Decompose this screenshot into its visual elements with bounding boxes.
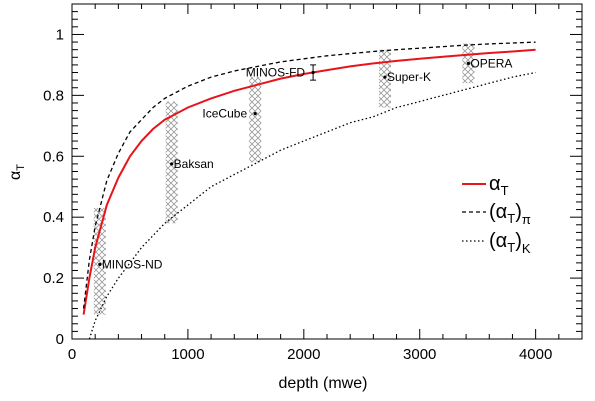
y-axis-label-main: α: [7, 171, 24, 180]
y-axis-label: αT: [7, 164, 27, 180]
y-tick-label: 1: [56, 26, 64, 43]
point-1: [170, 162, 174, 166]
y-tick-label: 0.8: [43, 87, 64, 104]
x-tick-label: 0: [68, 346, 76, 363]
x-tick-label: 2000: [287, 346, 320, 363]
band-2: [249, 77, 262, 163]
legend-label-0: αT: [489, 173, 509, 198]
tick-label-group: 0 1000 2000 3000 4000 0 0.2 0.4 0.6 0.8 1: [43, 26, 552, 363]
y-axis-label-sub: T: [15, 164, 27, 171]
series-line-0: [82, 48, 536, 315]
point-4: [383, 75, 387, 79]
series-line-2: [88, 71, 536, 340]
x-tick-label: 3000: [403, 346, 436, 363]
point-group: MINOS-ND Baksan IceCube MINOS-FD Super-K OPER…: [98, 56, 512, 271]
point-label-3: MINOS-FD: [246, 66, 306, 80]
y-tick-label: 0.2: [43, 270, 64, 287]
x-tick-label: 1000: [171, 346, 204, 363]
point-5: [466, 61, 471, 65]
y-tick-label: 0.6: [43, 148, 64, 165]
point-2: [253, 112, 257, 116]
x-tick-label: 4000: [519, 346, 552, 363]
series-line-1: [82, 41, 536, 309]
point-label-1: Baksan: [174, 157, 214, 171]
band-0: [93, 208, 106, 315]
point-label-2: IceCube: [202, 107, 247, 121]
plot-frame: [71, 3, 583, 340]
curve-group: [82, 41, 536, 340]
point-label-5: OPERA: [470, 56, 512, 70]
legend-label-2: (αT)K: [489, 230, 531, 256]
y-tick-label: 0.4: [43, 209, 64, 226]
tick-group: [71, 3, 583, 340]
point-label-4: Super-K: [387, 70, 431, 84]
band-group: [93, 43, 475, 315]
y-tick-label: 0: [56, 331, 64, 348]
point-label-0: MINOS-ND: [102, 257, 163, 271]
legend: αT (αT)π (αT)K: [462, 173, 531, 256]
point-0: [98, 262, 102, 266]
x-axis-label: depth (mwe): [279, 375, 368, 392]
legend-label-1: (αT)π: [489, 201, 531, 227]
